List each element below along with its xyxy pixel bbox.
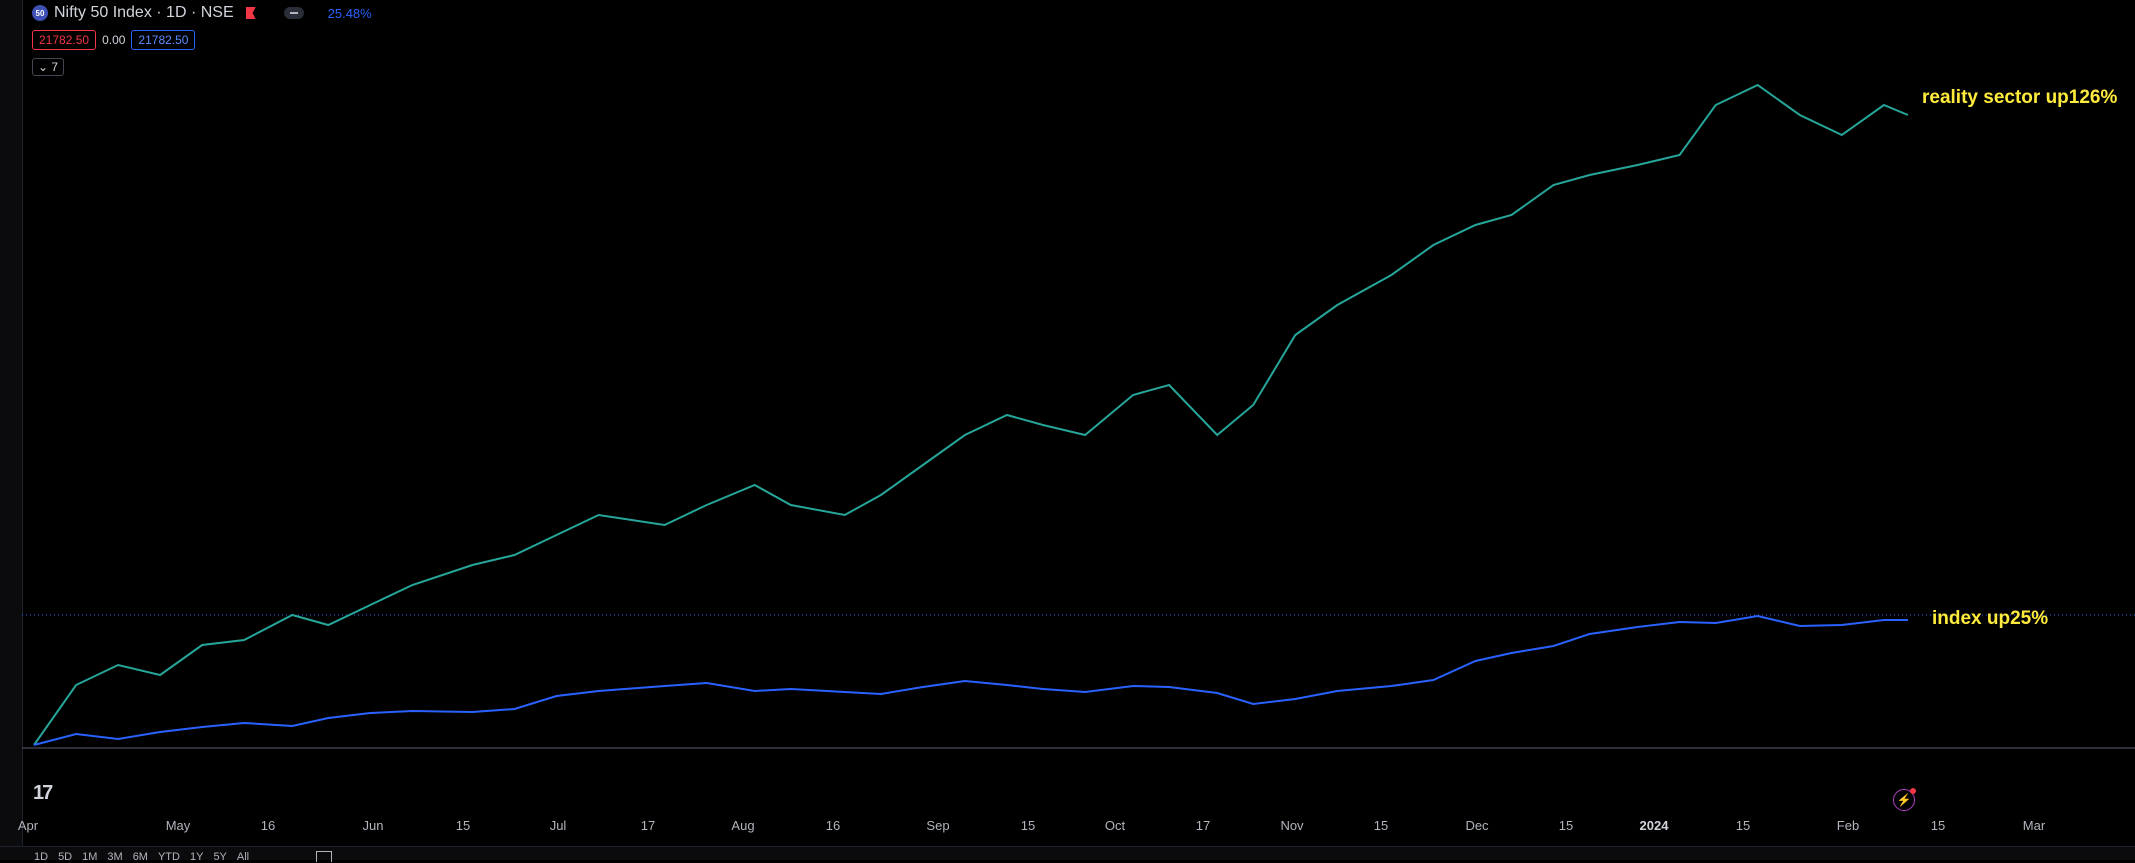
drawing-toolbar [0, 0, 23, 859]
x-tick-label: May [165, 818, 191, 833]
x-tick-label: Nov [1280, 818, 1304, 833]
x-tick-label: 17 [1195, 818, 1211, 833]
x-tick-label: Jul [549, 818, 567, 833]
range-button[interactable]: 1Y [189, 851, 204, 863]
indicators-toggle-button[interactable]: ⌄ 7 [32, 58, 65, 76]
symbol-title[interactable]: Nifty 50 Index · 1D · NSE [54, 4, 234, 21]
x-tick-label: Aug [731, 818, 755, 833]
range-button[interactable]: 5D [58, 851, 73, 863]
tradingview-logo-icon[interactable]: 17 [33, 782, 53, 804]
range-button[interactable]: 3M [107, 851, 123, 863]
x-tick-label: 15 [455, 818, 471, 833]
sector-series-line [33, 83, 1909, 746]
x-tick-label: 15 [1735, 818, 1751, 833]
x-tick-label: Jun [362, 818, 384, 833]
x-tick-label: Mar [2022, 818, 2046, 833]
x-tick-label: 15 [1558, 818, 1574, 833]
range-button[interactable]: 5Y [213, 851, 227, 863]
more-options-icon[interactable] [283, 7, 304, 19]
range-button[interactable]: All [236, 851, 250, 863]
x-tick-label: 17 [640, 818, 656, 833]
range-button[interactable]: YTD [157, 851, 180, 863]
nifty-logo-icon: 50 [32, 5, 48, 21]
x-tick-label: Apr [17, 818, 39, 833]
x-tick-label: 16 [825, 818, 841, 833]
symbol-legend: 50 Nifty 50 Index · 1D · NSE 25.48% [32, 2, 372, 24]
x-tick-label: 2024 [1639, 818, 1669, 833]
calendar-icon[interactable] [316, 851, 332, 862]
x-tick-label: 15 [1020, 818, 1036, 833]
range-button[interactable]: 1M [82, 851, 98, 863]
indicator-count: 7 [51, 60, 59, 74]
index-series-line [33, 614, 1908, 746]
range-button[interactable]: 6M [132, 851, 148, 863]
lightning-icon[interactable]: ⚡ [1893, 788, 1916, 811]
x-tick-label: Sep [926, 818, 950, 833]
buy-price[interactable]: 21782.50 [131, 30, 196, 50]
bottom-bar [0, 846, 2135, 860]
x-tick-label: 15 [1930, 818, 1946, 833]
index-annotation[interactable]: index up25% [1932, 608, 2049, 629]
price-change: 0.00 [102, 33, 126, 47]
x-tick-label: Oct [1104, 818, 1126, 833]
range-buttons: 1D 5D 1M 3M 6M YTD 1Y 5Y All [34, 851, 249, 863]
price-row: 21782.50 0.00 21782.50 [32, 30, 196, 50]
sell-price[interactable]: 21782.50 [32, 30, 97, 50]
x-tick-label: Dec [1465, 818, 1489, 833]
flag-icon[interactable] [245, 7, 256, 19]
x-tick-label: 15 [1373, 818, 1389, 833]
x-tick-label: Feb [1836, 818, 1860, 833]
sector-annotation[interactable]: reality sector up126% [1922, 87, 2118, 108]
chevron-down-icon: ⌄ [38, 60, 49, 74]
compare-percent: 25.48% [327, 5, 372, 21]
x-tick-label: 16 [260, 818, 276, 833]
range-button[interactable]: 1D [34, 851, 49, 863]
